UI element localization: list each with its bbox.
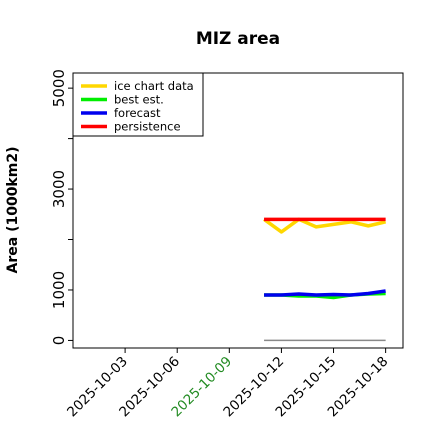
- legend-label-forecast: forecast: [114, 106, 161, 120]
- y-tick-label: 0: [50, 336, 68, 346]
- y-tick-label: 1000: [50, 271, 68, 309]
- chart-title: MIZ area: [196, 29, 280, 49]
- plot-frame: [72, 72, 404, 349]
- y-tick-label: 5000: [50, 69, 68, 107]
- series-line-forecast: [264, 289, 386, 297]
- series-line-ice-chart-data: [263, 217, 387, 234]
- legend-label-ice-chart-data: ice chart data: [114, 79, 194, 93]
- y-tick-label: 3000: [50, 170, 68, 208]
- y-axis-label: Area (1000km2): [5, 147, 21, 274]
- legend-label-persistence: persistence: [114, 120, 181, 134]
- legend-box: [72, 72, 204, 137]
- legend-label-best-est: best est.: [114, 93, 164, 107]
